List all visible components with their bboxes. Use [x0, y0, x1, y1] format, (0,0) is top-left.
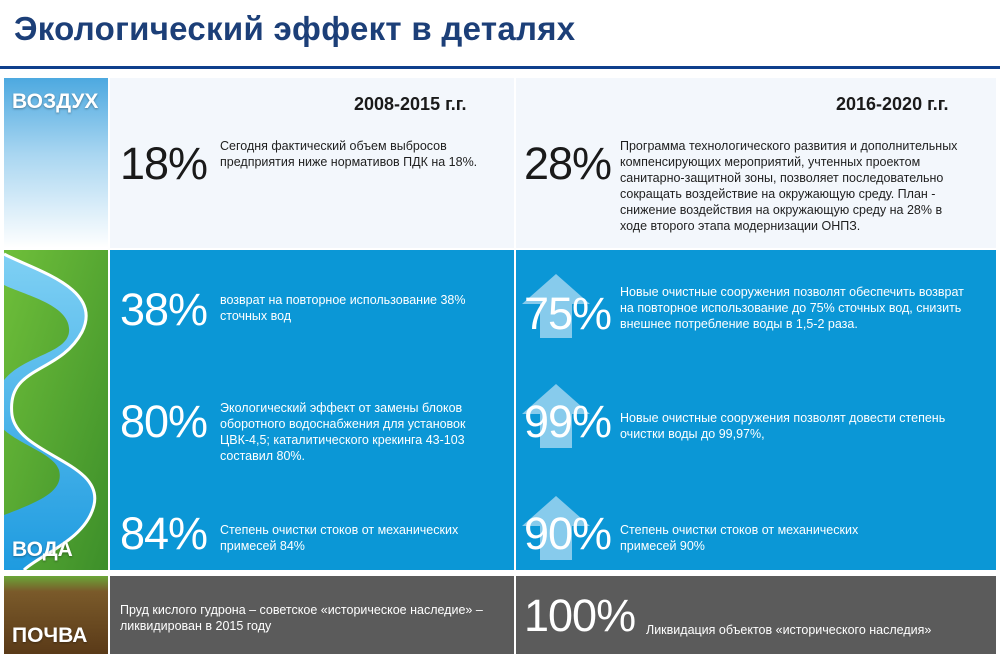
water-right-percent-3: 90%	[524, 508, 612, 559]
water-left-percent-3: 84%	[120, 508, 208, 559]
air-left-percent: 18%	[120, 138, 208, 189]
air-left-text: Сегодня фактический объем выбросов предп…	[220, 139, 478, 169]
water-left-percent-2: 80%	[120, 396, 208, 447]
soil-label: ПОЧВА	[12, 624, 88, 647]
water-label: ВОДА	[12, 538, 73, 561]
water-left-percent-1: 38%	[120, 284, 208, 335]
water-right-text-1: Новые очистные сооружения позволят обесп…	[620, 285, 964, 331]
water-right-percent-2: 99%	[524, 396, 612, 447]
air-right-panel: 2016-2020 г.г. 28% Программа технологиче…	[516, 78, 996, 248]
water-image: ВОДА	[4, 250, 108, 570]
soil-right-percent: 100%	[524, 590, 636, 641]
period-left: 2008-2015 г.г.	[354, 94, 467, 114]
air-left-panel: 2008-2015 г.г. 18% Сегодня фактический о…	[110, 78, 514, 248]
water-left-text-2: Экологический эффект от замены блоков об…	[220, 401, 466, 463]
soil-image: ПОЧВА	[4, 576, 108, 654]
arrow-up-icon	[522, 496, 590, 560]
water-right-percent-1: 75%	[524, 288, 612, 339]
water-right-panel: 75% Новые очистные сооружения позволят о…	[516, 250, 996, 570]
soil-right-panel: 100% Ликвидация объектов «исторического …	[516, 576, 996, 654]
air-label: ВОЗДУХ	[12, 90, 99, 113]
water-right-text-2: Новые очистные сооружения позволят довес…	[620, 411, 946, 441]
arrow-up-icon	[522, 274, 590, 338]
water-left-text-3: Степень очистки стоков от механических п…	[220, 523, 459, 553]
water-left-text-1: возврат на повторное использование 38% с…	[220, 293, 466, 323]
air-right-text: Программа технологического развития и до…	[620, 139, 958, 233]
air-image: ВОЗДУХ	[4, 78, 108, 248]
water-left-panel: 38% возврат на повторное использование 3…	[110, 250, 514, 570]
page-title: Экологический эффект в деталях	[14, 10, 576, 47]
arrow-up-icon	[522, 384, 590, 448]
soil-right-text: Ликвидация объектов «исторического насле…	[646, 623, 932, 637]
water-right-text-3: Степень очистки стоков от механических п…	[620, 523, 859, 553]
air-right-percent: 28%	[524, 138, 612, 189]
soil-left-panel: Пруд кислого гудрона – советское «истори…	[110, 576, 514, 654]
soil-left-text: Пруд кислого гудрона – советское «истори…	[120, 603, 483, 633]
period-right: 2016-2020 г.г.	[836, 94, 949, 114]
title-underline	[0, 66, 1000, 69]
